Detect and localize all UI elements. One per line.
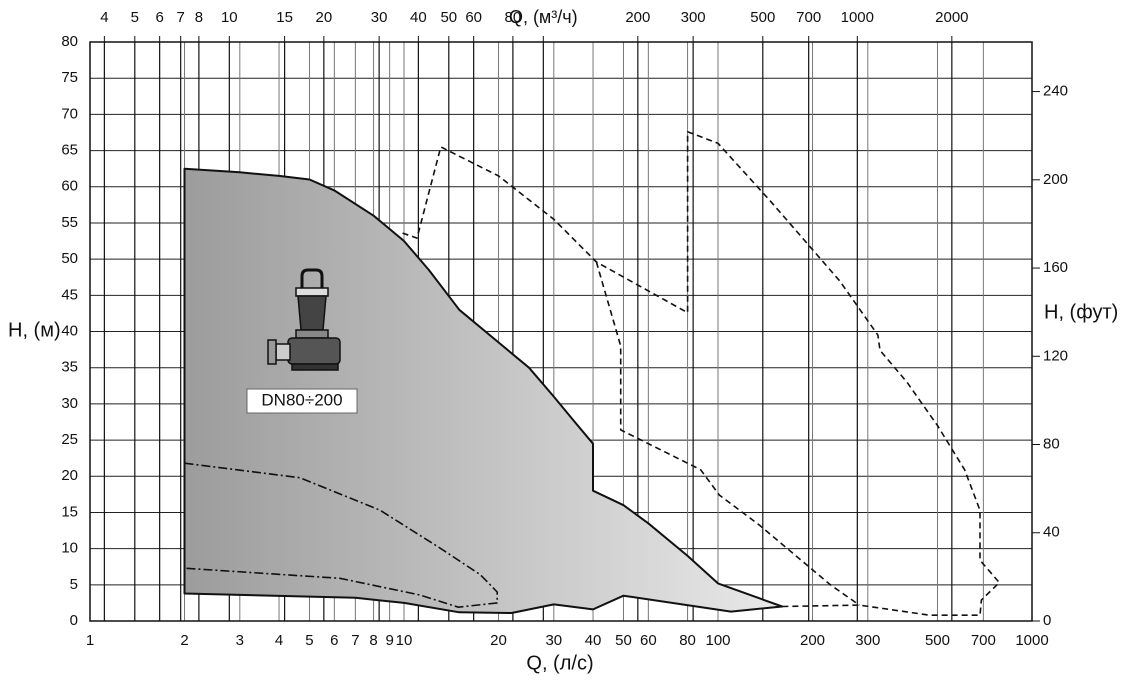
plot-frame [89, 41, 1033, 622]
x-tick-label: 9 [385, 632, 393, 649]
y-tick-label: 45 [61, 286, 78, 303]
x2-tick-label: 4 [100, 9, 108, 26]
x2-tick-label: 60 [465, 9, 482, 26]
x2-tick-label: 15 [276, 9, 293, 26]
y-tick-label: 30 [61, 395, 78, 412]
y-tick-label: 75 [61, 69, 78, 86]
y-tick-label: 20 [61, 467, 78, 484]
x2-tick-label: 1000 [841, 9, 874, 26]
x-tick-label: 5 [305, 632, 313, 649]
y2-tick-label: 160 [1043, 259, 1068, 276]
y2-tick-label: 40 [1043, 524, 1060, 541]
area [183, 167, 784, 614]
x-tick-label: 6 [330, 632, 338, 649]
y-tick-label: 15 [61, 503, 78, 520]
pump-icon [267, 268, 341, 371]
x-tick-label: 1000 [1015, 632, 1048, 649]
x2-tick-label: 2000 [935, 9, 968, 26]
x2-tick-label: 700 [796, 9, 821, 26]
x-tick-label: 80 [679, 632, 696, 649]
x2-tick-label: 5 [131, 9, 139, 26]
x2-tick-label: 200 [625, 9, 650, 26]
x-tick-label: 50 [615, 632, 632, 649]
x-tick-label: 30 [545, 632, 562, 649]
y-tick-label: 65 [61, 142, 78, 159]
y-tick-label: 10 [61, 540, 78, 557]
x2-tick-label: 40 [410, 9, 427, 26]
y2-axis-title: H, (фут) [1044, 301, 1118, 323]
x-tick-label: 20 [490, 632, 507, 649]
x-tick-label: 200 [800, 632, 825, 649]
y-tick-label: 25 [61, 431, 78, 448]
y2-tick-label: 0 [1043, 612, 1051, 629]
y-tick-label: 55 [61, 214, 78, 231]
x-tick-label: 1 [86, 632, 94, 649]
y-tick-label: 70 [61, 105, 78, 122]
x2-tick-label: 50 [440, 9, 457, 26]
x2-tick-label: 300 [681, 9, 706, 26]
x2-tick-label: 500 [750, 9, 775, 26]
label-box [246, 388, 358, 414]
x2-tick-label: 20 [316, 9, 333, 26]
y-tick-label: 0 [70, 612, 78, 629]
x-tick-label: 3 [236, 632, 244, 649]
y2-tick-label: 120 [1043, 347, 1068, 364]
x2-tick-label: 10 [221, 9, 238, 26]
x-tick-label: 60 [640, 632, 657, 649]
x-tick-label: 10 [396, 632, 413, 649]
x-tick-label: 500 [925, 632, 950, 649]
marks [183, 130, 1001, 616]
y2-tick-label: 80 [1043, 435, 1060, 452]
x2-tick-label: 80 [505, 9, 522, 26]
y-tick-label: 60 [61, 178, 78, 195]
x-tick-label: 4 [275, 632, 283, 649]
x-tick-label: 8 [369, 632, 377, 649]
curve [184, 462, 498, 608]
y-tick-label: 50 [61, 250, 78, 267]
x2-tick-label: 8 [195, 9, 203, 26]
x-tick-label: 100 [705, 632, 730, 649]
x-tick-label: 7 [351, 632, 359, 649]
curve [402, 130, 1001, 616]
x-tick-label: 700 [971, 632, 996, 649]
x-tick-label: 300 [855, 632, 880, 649]
x-tick-label: 2 [180, 632, 188, 649]
y-tick-label: 40 [61, 322, 78, 339]
x2-tick-label: 30 [371, 9, 388, 26]
y2-tick-label: 200 [1043, 171, 1068, 188]
x-axis-title: Q, (л/с) [526, 652, 593, 674]
y-tick-label: 5 [70, 576, 78, 593]
x-tick-label: 40 [585, 632, 602, 649]
y-tick-label: 35 [61, 359, 78, 376]
x2-tick-label: 7 [177, 9, 185, 26]
x2-axis-title: Q, (м³/ч) [509, 7, 578, 27]
y-axis-title: H, (м) [8, 319, 61, 341]
pump-label: DN80÷200 [261, 390, 342, 409]
y2-tick-label: 240 [1043, 83, 1068, 100]
y-tick-label: 80 [61, 33, 78, 50]
x2-tick-label: 6 [155, 9, 163, 26]
